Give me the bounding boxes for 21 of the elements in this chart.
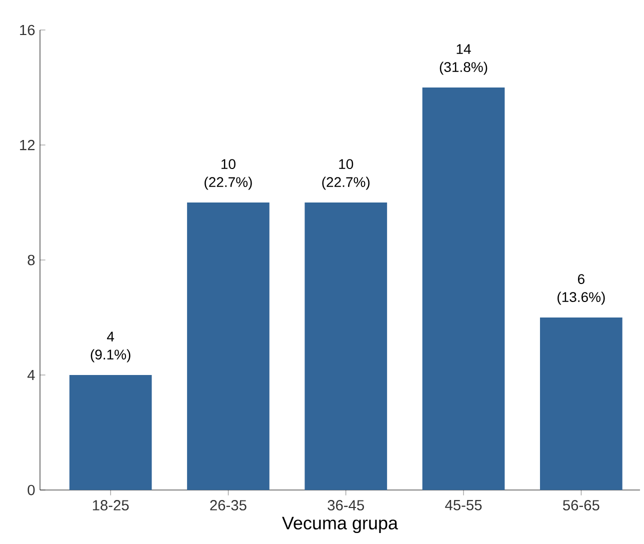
y-tick-label: 0 [28,484,35,496]
x-tick-label: 56-65 [563,500,600,510]
data-label: 10 (22.7%) [322,159,370,190]
bar [422,88,505,490]
y-tick-label: 12 [20,140,35,150]
bar [69,375,152,490]
x-axis-title: Vecuma grupa [282,516,398,534]
data-label: 10 (22.7%) [204,159,252,190]
data-label: 14 (31.8%) [440,44,488,75]
y-tick-label: 8 [28,254,35,266]
bar [187,202,270,490]
x-tick-label: 45-55 [445,500,482,510]
y-tick-label: 16 [20,24,35,36]
bar [540,318,622,490]
bar [304,202,388,490]
data-label: 4 (9.1%) [90,332,130,362]
x-tick-label: 18-25 [92,500,129,510]
x-tick-label: 36-45 [328,500,364,510]
data-label: 6 (13.6%) [558,274,605,305]
x-tick-label: 26-35 [210,500,246,510]
y-tick-label: 4 [27,370,35,380]
